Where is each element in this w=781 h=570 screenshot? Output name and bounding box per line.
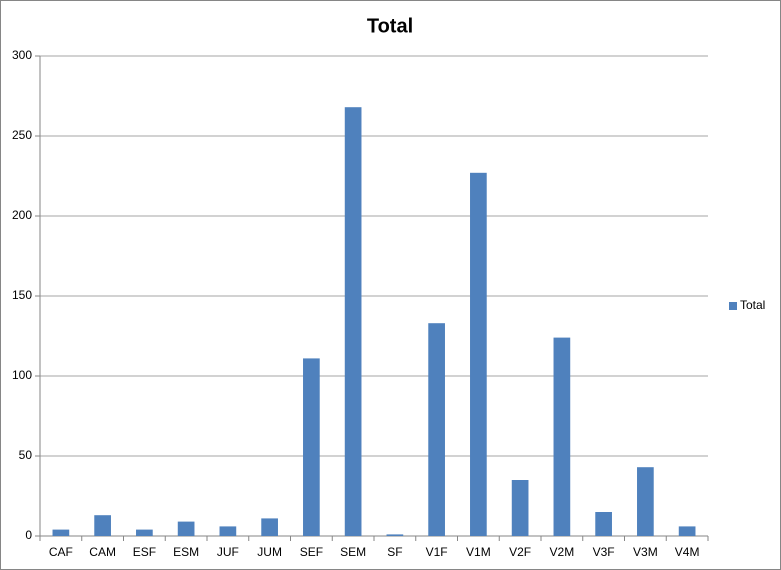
x-tick-label: JUF <box>217 545 239 559</box>
bar <box>344 107 362 536</box>
bar <box>177 521 195 536</box>
y-tick-label: 50 <box>19 448 33 462</box>
bar <box>511 480 529 536</box>
y-tick-label: 100 <box>12 368 32 382</box>
y-tick-label: 250 <box>12 128 32 142</box>
x-tick-label: CAM <box>89 545 116 559</box>
x-tick-label: V1M <box>466 545 491 559</box>
chart-title: Total <box>367 15 413 37</box>
bar <box>94 515 111 536</box>
x-tick-label: SEF <box>300 545 323 559</box>
legend-label: Total <box>740 298 765 312</box>
bar <box>678 526 696 536</box>
x-tick-label: V2M <box>550 545 575 559</box>
bar <box>52 529 70 536</box>
x-tick-label: CAF <box>49 545 73 559</box>
x-tick-label: V2F <box>509 545 531 559</box>
x-tick-label: V4M <box>675 545 700 559</box>
bar <box>219 526 237 536</box>
y-tick-label: 300 <box>12 48 32 62</box>
bar <box>637 467 654 536</box>
bar <box>303 358 320 536</box>
bar <box>428 323 445 536</box>
bar <box>470 172 487 537</box>
bar <box>553 337 571 536</box>
bar <box>595 512 612 536</box>
legend-swatch <box>729 302 737 310</box>
x-tick-label: V1F <box>426 545 448 559</box>
bar <box>136 529 153 536</box>
bar <box>386 534 404 536</box>
x-tick-label: V3F <box>593 545 615 559</box>
y-tick-label: 200 <box>12 208 32 222</box>
x-tick-label: SEM <box>340 545 366 559</box>
x-tick-label: V3M <box>633 545 658 559</box>
x-tick-label: SF <box>387 545 402 559</box>
y-tick-label: 150 <box>12 288 32 302</box>
x-tick-label: ESM <box>173 545 199 559</box>
bar <box>261 518 278 536</box>
y-tick-label: 0 <box>25 528 32 542</box>
x-tick-label: JUM <box>257 545 282 559</box>
x-tick-label: ESF <box>133 545 156 559</box>
